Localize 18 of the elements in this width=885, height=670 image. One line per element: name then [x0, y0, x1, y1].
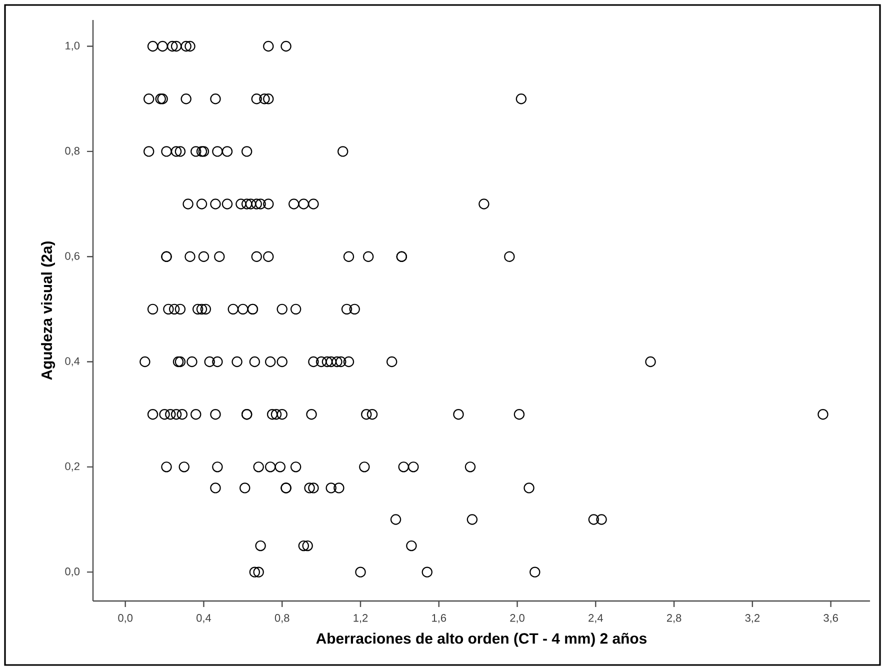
x-tick-label: 2,8 — [666, 614, 682, 624]
y-tick-label: 0,0 — [65, 568, 80, 577]
y-tick-label: 0,4 — [65, 357, 80, 366]
x-tick-label: 0,0 — [118, 614, 133, 624]
y-tick-label: 0,2 — [65, 462, 80, 472]
y-axis-title: Agudeza visual (2a) — [41, 242, 56, 380]
x-tick-label: 3,2 — [745, 614, 760, 624]
x-tick-label: 2,4 — [588, 614, 603, 624]
x-tick-label: 1,2 — [354, 614, 368, 624]
x-tick-label: 3,6 — [824, 614, 838, 624]
x-tick-label: 0,4 — [196, 614, 212, 624]
y-tick-label: 0,8 — [65, 146, 80, 156]
x-tick-label: 2,0 — [510, 614, 524, 624]
x-tick-label: 0,8 — [274, 614, 290, 624]
y-tick-label: 0,6 — [65, 252, 80, 262]
y-tick-label: 1,0 — [66, 42, 80, 51]
x-tick-label: 1,6 — [432, 614, 446, 624]
x-axis-title: Aberraciones de alto orden (CT - 4 mm) 2 años — [316, 632, 647, 647]
